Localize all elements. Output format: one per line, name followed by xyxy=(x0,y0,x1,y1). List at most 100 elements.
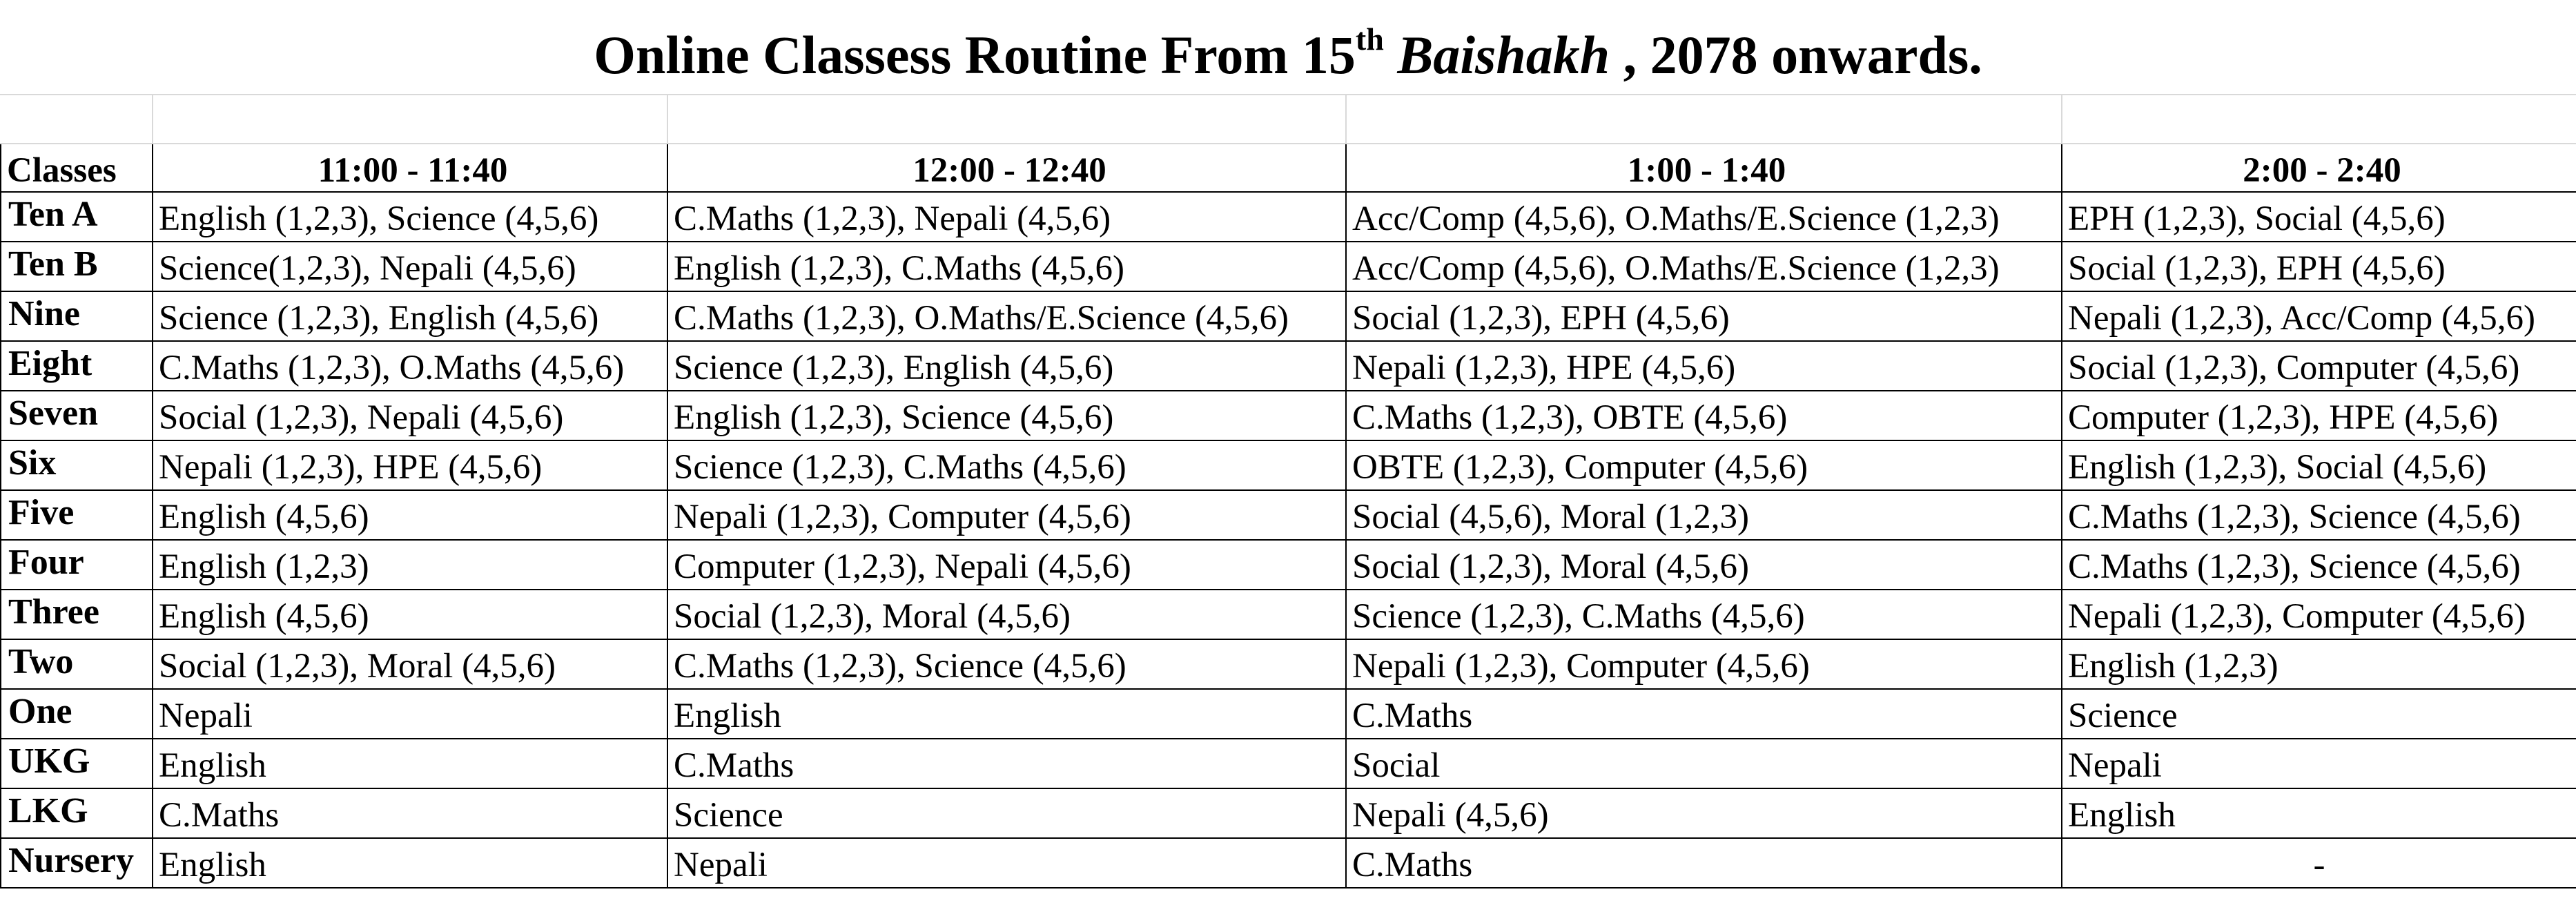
subject-cell: Social (4,5,6), Moral (1,2,3) xyxy=(1345,489,2062,541)
page-title: Online Classess Routine From 15th Baisha… xyxy=(594,12,1982,82)
subject-cell: C.Maths (1,2,3), Nepali (4,5,6) xyxy=(667,191,1347,242)
class-name-cell: Five xyxy=(0,489,153,541)
subject-cell: English (4,5,6) xyxy=(152,489,668,541)
routine-table: Classes 11:00 - 11:40 12:00 - 12:40 1:00… xyxy=(0,95,2576,889)
table-row: Ten B Science(1,2,3), Nepali (4,5,6) Engli… xyxy=(0,241,2576,292)
class-name-cell: Eight xyxy=(0,340,153,391)
subject-cell: Computer (1,2,3), HPE (4,5,6) xyxy=(2061,390,2576,441)
subject-cell: C.Maths (1,2,3), Science (4,5,6) xyxy=(667,639,1347,690)
subject-cell: Social (1,2,3), Moral (4,5,6) xyxy=(1345,539,2062,590)
subject-cell: C.Maths (1,2,3), OBTE (4,5,6) xyxy=(1345,390,2062,441)
class-name-cell: Nine xyxy=(0,291,153,342)
class-name-cell: Three xyxy=(0,589,153,640)
subject-cell: EPH (1,2,3), Social (4,5,6) xyxy=(2061,191,2576,242)
subject-cell: Social (1,2,3), Moral (4,5,6) xyxy=(667,589,1347,640)
spacer-row xyxy=(1,95,2576,144)
class-name-cell: Six xyxy=(0,440,153,491)
table-row: Two Social (1,2,3), Moral (4,5,6) C.Maths … xyxy=(0,639,2576,690)
subject-cell: Social (1,2,3), Nepali (4,5,6) xyxy=(152,390,668,441)
subject-cell: English (1,2,3), C.Maths (4,5,6) xyxy=(667,241,1347,292)
subject-cell: Science (1,2,3), C.Maths (4,5,6) xyxy=(1345,589,2062,640)
subject-cell: Acc/Comp (4,5,6), O.Maths/E.Science (1,2… xyxy=(1345,241,2062,292)
period-header: 12:00 - 12:40 xyxy=(667,143,1347,193)
table-row: Four English (1,2,3) Computer (1,2,3), Nep… xyxy=(0,539,2576,590)
subject-cell: English (4,5,6) xyxy=(152,589,668,640)
subject-cell: C.Maths xyxy=(1345,837,2062,889)
subject-cell: C.Maths xyxy=(152,788,668,839)
subject-cell: C.Maths (1,2,3), Science (4,5,6) xyxy=(2061,489,2576,541)
period-header: 2:00 - 2:40 xyxy=(2061,143,2576,193)
table-row: Five English (4,5,6) Nepali (1,2,3), Compu… xyxy=(0,489,2576,541)
table-row: Three English (4,5,6) Social (1,2,3), Mora… xyxy=(0,589,2576,640)
empty-cell xyxy=(2061,95,2576,144)
subject-cell: C.Maths (1,2,3), Science (4,5,6) xyxy=(2061,539,2576,590)
subject-cell: English xyxy=(667,688,1347,739)
subject-cell: Nepali (1,2,3), HPE (4,5,6) xyxy=(152,440,668,491)
subject-cell: Nepali (1,2,3), Computer (4,5,6) xyxy=(2061,589,2576,640)
period-header: 11:00 - 11:40 xyxy=(152,143,668,193)
subject-cell: English xyxy=(152,738,668,789)
subject-cell: Nepali xyxy=(2061,738,2576,789)
empty-cell xyxy=(152,95,668,144)
title-prefix: Online Classess Routine From 15 xyxy=(594,25,1356,85)
table-row: Seven Social (1,2,3), Nepali (4,5,6) Engli… xyxy=(0,390,2576,441)
subject-cell: Social xyxy=(1345,738,2062,789)
table-row: Nine Science (1,2,3), English (4,5,6) C.Ma… xyxy=(0,291,2576,342)
subject-cell: English (1,2,3), Science (4,5,6) xyxy=(667,390,1347,441)
subject-cell: English (1,2,3), Science (4,5,6) xyxy=(152,191,668,242)
class-name-cell: One xyxy=(0,688,153,739)
subject-cell: Nepali (1,2,3), Computer (4,5,6) xyxy=(1345,639,2062,690)
subject-cell: Nepali (4,5,6) xyxy=(1345,788,2062,839)
subject-cell: Science (1,2,3), English (4,5,6) xyxy=(667,340,1347,391)
subject-cell: English (1,2,3) xyxy=(2061,639,2576,690)
table-row: One Nepali English C.Maths Science xyxy=(0,688,2576,739)
subject-cell: Acc/Comp (4,5,6), O.Maths/E.Science (1,2… xyxy=(1345,191,2062,242)
subject-cell: Nepali xyxy=(667,837,1347,889)
empty-cell xyxy=(667,95,1347,144)
subject-cell: Science(1,2,3), Nepali (4,5,6) xyxy=(152,241,668,292)
subject-cell: C.Maths xyxy=(667,738,1347,789)
class-name-cell: Four xyxy=(0,539,153,590)
empty-cell xyxy=(1345,95,2062,144)
subject-cell: Social (1,2,3), EPH (4,5,6) xyxy=(2061,241,2576,292)
class-name-cell: Two xyxy=(0,639,153,690)
table-row: Nursery English Nepali C.Maths - xyxy=(0,837,2576,889)
class-name-cell: LKG xyxy=(0,788,153,839)
subject-cell: English xyxy=(152,837,668,889)
class-name-cell: Ten B xyxy=(0,241,153,292)
subject-cell: - xyxy=(2061,837,2576,889)
subject-cell: OBTE (1,2,3), Computer (4,5,6) xyxy=(1345,440,2062,491)
subject-cell: C.Maths xyxy=(1345,688,2062,739)
header-row: Classes 11:00 - 11:40 12:00 - 12:40 1:00… xyxy=(0,143,2576,193)
title-month: Baishakh xyxy=(1397,25,1610,85)
subject-cell: English xyxy=(2061,788,2576,839)
subject-cell: Social (1,2,3), Moral (4,5,6) xyxy=(152,639,668,690)
class-name-cell: UKG xyxy=(0,738,153,789)
class-name-cell: Nursery xyxy=(0,837,153,889)
subject-cell: Social (1,2,3), EPH (4,5,6) xyxy=(1345,291,2062,342)
subject-cell: Nepali (1,2,3), HPE (4,5,6) xyxy=(1345,340,2062,391)
subject-cell: Science (1,2,3), C.Maths (4,5,6) xyxy=(667,440,1347,491)
table-row: LKG C.Maths Science Nepali (4,5,6) English xyxy=(0,788,2576,839)
subject-cell: C.Maths (1,2,3), O.Maths/E.Science (4,5,… xyxy=(667,291,1347,342)
table-row: Six Nepali (1,2,3), HPE (4,5,6) Science (1… xyxy=(0,440,2576,491)
class-name-cell: Seven xyxy=(0,390,153,441)
subject-cell: Social (1,2,3), Computer (4,5,6) xyxy=(2061,340,2576,391)
subject-cell: English (1,2,3) xyxy=(152,539,668,590)
subject-cell: Science xyxy=(2061,688,2576,739)
subject-cell: English (1,2,3), Social (4,5,6) xyxy=(2061,440,2576,491)
subject-cell: Nepali xyxy=(152,688,668,739)
period-header: 1:00 - 1:40 xyxy=(1345,143,2062,193)
subject-cell: Nepali (1,2,3), Acc/Comp (4,5,6) xyxy=(2061,291,2576,342)
subject-cell: C.Maths (1,2,3), O.Maths (4,5,6) xyxy=(152,340,668,391)
subject-cell: Science (1,2,3), English (4,5,6) xyxy=(152,291,668,342)
table-row: Ten A English (1,2,3), Science (4,5,6) C.M… xyxy=(0,191,2576,242)
title-suffix: , 2078 onwards. xyxy=(1610,25,1982,85)
class-name-cell: Ten A xyxy=(0,191,153,242)
empty-cell xyxy=(1,95,153,144)
subject-cell: Computer (1,2,3), Nepali (4,5,6) xyxy=(667,539,1347,590)
table-row: UKG English C.Maths Social Nepali xyxy=(0,738,2576,789)
title-row: Online Classess Routine From 15th Baisha… xyxy=(0,0,2576,95)
subject-cell: Nepali (1,2,3), Computer (4,5,6) xyxy=(667,489,1347,541)
